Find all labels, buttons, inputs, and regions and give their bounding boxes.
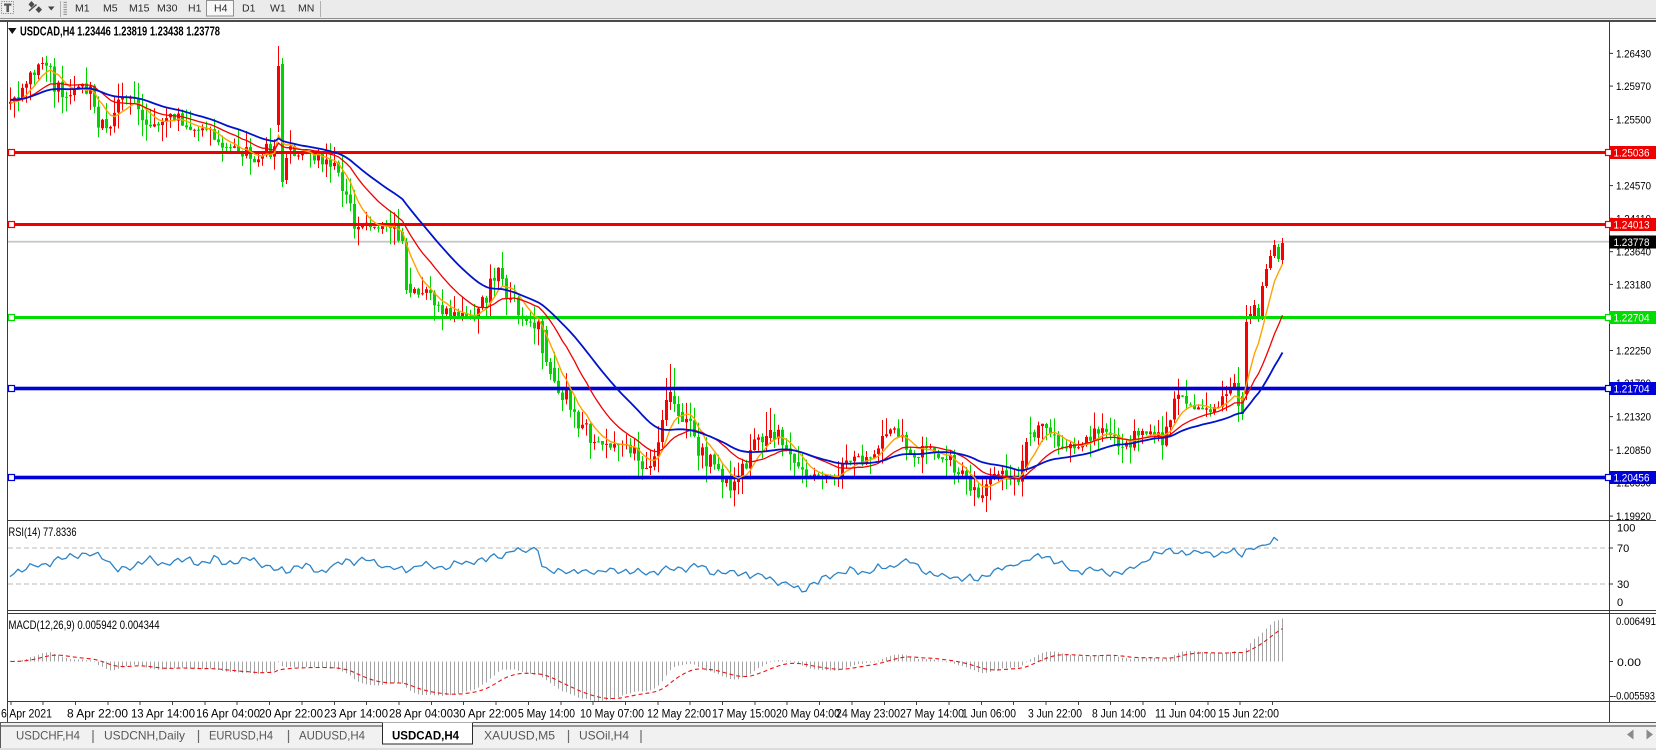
svg-text:H4: H4 — [214, 3, 228, 15]
svg-text:1.25500: 1.25500 — [1616, 115, 1651, 127]
svg-text:1.23180: 1.23180 — [1616, 279, 1651, 291]
svg-text:M15: M15 — [129, 3, 150, 15]
svg-text:12 May 22:00: 12 May 22:00 — [647, 709, 711, 721]
svg-text:16 Apr 04:00: 16 Apr 04:00 — [196, 709, 260, 721]
svg-text:70: 70 — [1617, 543, 1629, 555]
svg-text:0.00: 0.00 — [1617, 657, 1641, 669]
svg-text:1.23778: 1.23778 — [1614, 237, 1650, 249]
svg-text:MACD(12,26,9) 0.005942 0.00434: MACD(12,26,9) 0.005942 0.004344 — [9, 618, 160, 632]
svg-text:D1: D1 — [242, 3, 256, 15]
svg-text:USOil,H4: USOil,H4 — [579, 729, 629, 743]
svg-text:M5: M5 — [103, 3, 118, 15]
svg-text:-0.005593: -0.005593 — [1613, 691, 1655, 703]
svg-text:1.20456: 1.20456 — [1614, 473, 1650, 485]
svg-text:8 Jun 14:00: 8 Jun 14:00 — [1092, 709, 1146, 721]
svg-text:30: 30 — [1617, 579, 1629, 591]
svg-text:24 May 23:00: 24 May 23:00 — [836, 709, 900, 721]
svg-text:17 May 15:00: 17 May 15:00 — [712, 709, 776, 721]
svg-text:USDCAD,H4 1.23446 1.23819 1.2: USDCAD,H4 1.23446 1.23819 1.23438 1.2377… — [20, 25, 220, 39]
svg-text:15 Jun 22:00: 15 Jun 22:00 — [1218, 709, 1279, 721]
svg-text:1.20850: 1.20850 — [1616, 445, 1651, 457]
svg-text:11 Jun 04:00: 11 Jun 04:00 — [1155, 709, 1216, 721]
svg-text:1.19920: 1.19920 — [1616, 511, 1651, 523]
svg-text:8 Apr 22:00: 8 Apr 22:00 — [67, 709, 128, 721]
svg-text:1.25036: 1.25036 — [1614, 148, 1650, 160]
svg-text:W1: W1 — [270, 3, 286, 15]
svg-text:0: 0 — [1617, 597, 1623, 609]
svg-text:MN: MN — [298, 3, 314, 15]
svg-text:3 Jun 22:00: 3 Jun 22:00 — [1028, 709, 1082, 721]
svg-text:EURUSD,H4: EURUSD,H4 — [209, 729, 273, 743]
svg-text:H1: H1 — [188, 3, 202, 15]
svg-text:XAUUSD,M5: XAUUSD,M5 — [484, 729, 555, 743]
svg-text:M30: M30 — [157, 3, 178, 15]
svg-text:RSI(14) 77.8336: RSI(14) 77.8336 — [9, 525, 77, 539]
svg-text:USDCHF,H4: USDCHF,H4 — [16, 729, 80, 743]
svg-text:20 May 04:00: 20 May 04:00 — [776, 709, 840, 721]
svg-text:27 May 14:00: 27 May 14:00 — [900, 709, 964, 721]
svg-text:20 Apr 22:00: 20 Apr 22:00 — [259, 709, 323, 721]
svg-text:5 May 14:00: 5 May 14:00 — [518, 709, 575, 721]
svg-text:1.24570: 1.24570 — [1616, 181, 1651, 193]
svg-text:USDCAD,H4: USDCAD,H4 — [392, 729, 459, 743]
svg-text:1.21320: 1.21320 — [1616, 412, 1651, 424]
svg-text:USDCNH,Daily: USDCNH,Daily — [104, 729, 185, 743]
svg-text:100: 100 — [1617, 523, 1635, 535]
svg-text:30 Apr 22:00: 30 Apr 22:00 — [453, 709, 517, 721]
svg-text:1.21704: 1.21704 — [1614, 384, 1650, 396]
svg-text:1.25970: 1.25970 — [1616, 81, 1651, 93]
svg-text:23 Apr 14:00: 23 Apr 14:00 — [324, 709, 388, 721]
svg-text:10 May 07:00: 10 May 07:00 — [580, 709, 644, 721]
svg-text:1.22250: 1.22250 — [1616, 346, 1651, 358]
svg-text:6 Apr 2021: 6 Apr 2021 — [1, 709, 52, 721]
svg-text:1.22704: 1.22704 — [1614, 313, 1650, 325]
svg-text:0.006491: 0.006491 — [1616, 616, 1656, 628]
svg-text:1 Jun 06:00: 1 Jun 06:00 — [962, 709, 1016, 721]
svg-text:1.23640: 1.23640 — [1616, 247, 1651, 259]
svg-text:1.26430: 1.26430 — [1616, 48, 1651, 60]
svg-text:M1: M1 — [75, 3, 90, 15]
svg-text:13 Apr 14:00: 13 Apr 14:00 — [131, 709, 195, 721]
svg-text:AUDUSD,H4: AUDUSD,H4 — [299, 729, 365, 743]
svg-text:1.24013: 1.24013 — [1614, 220, 1650, 232]
svg-text:28 Apr 04:00: 28 Apr 04:00 — [389, 709, 453, 721]
